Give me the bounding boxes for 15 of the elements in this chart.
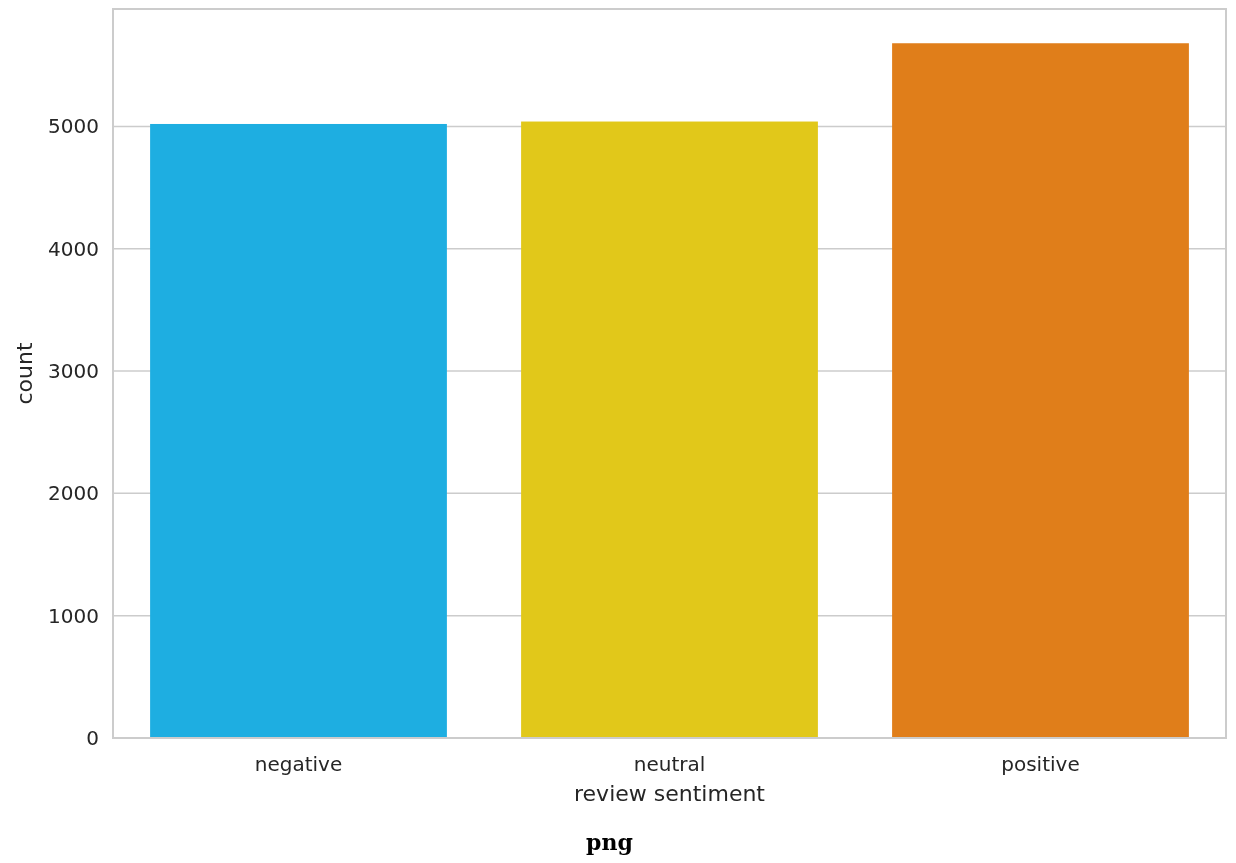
- x-tick-label: negative: [254, 752, 343, 776]
- y-tick-label: 4000: [48, 236, 99, 261]
- y-axis-title: count: [12, 342, 37, 405]
- bar: [521, 121, 818, 738]
- x-tick-label: neutral: [633, 752, 706, 776]
- x-tick-label: positive: [1001, 752, 1080, 776]
- text: png: [586, 829, 633, 855]
- y-tick-label: 2000: [48, 481, 99, 506]
- y-tick-label: 1000: [48, 603, 99, 628]
- bar: [892, 43, 1189, 738]
- y-tick-label: 0: [86, 726, 99, 750]
- bar: [150, 123, 447, 738]
- y-tick-label: 3000: [48, 359, 99, 384]
- x-axis-title: review sentiment: [574, 781, 766, 806]
- y-tick-label: 5000: [48, 114, 99, 139]
